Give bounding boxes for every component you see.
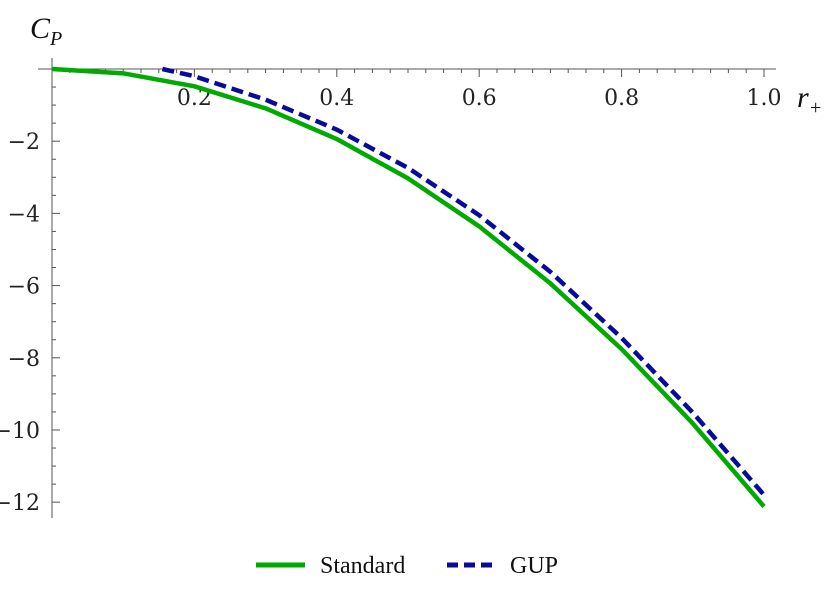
- x-axis-title-main: r: [797, 81, 809, 114]
- series-group: [51, 66, 766, 508]
- x-axis-title: r+: [797, 81, 822, 119]
- x-axis-title-sub: +: [809, 97, 823, 119]
- series-line-gup: [161, 66, 766, 497]
- x-tick-label: 0.4: [319, 86, 354, 111]
- series-line-standard: [51, 66, 766, 508]
- y-axis-title: CP: [30, 12, 62, 50]
- x-tick-label: 0.6: [462, 86, 497, 111]
- axes-group: [38, 58, 776, 518]
- legend-label-gup: GUP: [510, 553, 558, 579]
- y-tick-label: −8: [8, 347, 40, 372]
- y-axis-title-sub: P: [49, 28, 62, 50]
- legend-label-standard: Standard: [320, 553, 405, 579]
- y-tick-label: −12: [0, 491, 40, 516]
- ticks-group: 0.2 0.4 0.6 0.8 1.0−2−4−6−8−10−12: [0, 69, 782, 516]
- x-tick-label: 1.0: [747, 86, 782, 111]
- y-tick-label: −4: [8, 202, 40, 227]
- y-tick-label: −10: [0, 419, 40, 444]
- x-tick-label: 0.8: [604, 86, 639, 111]
- legend: Standard GUP: [256, 553, 558, 579]
- y-tick-label: −6: [8, 275, 40, 300]
- y-tick-label: −2: [8, 130, 40, 155]
- y-axis-title-main: C: [30, 12, 51, 45]
